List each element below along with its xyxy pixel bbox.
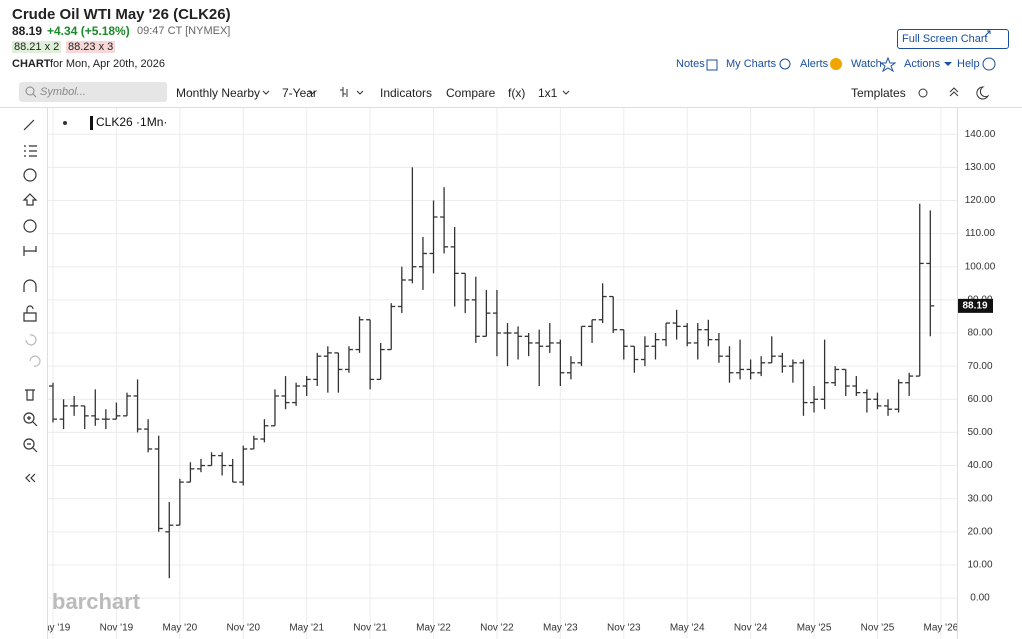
last-price-box	[958, 298, 993, 313]
y-tick-label: 100.00	[965, 261, 996, 272]
x-tick-label: Nov '20	[226, 623, 260, 634]
x-tick-label: May '22	[416, 623, 451, 634]
chart-date: for Mon, Apr 20th, 2026	[50, 58, 165, 70]
ask: 88.23 x 3	[66, 41, 116, 53]
layout-select[interactable]: 1x1	[538, 86, 558, 100]
x-tick-label: May '26	[924, 623, 959, 634]
y-tick-label: 110.00	[965, 228, 995, 239]
nav-my-charts[interactable]: My Charts	[726, 58, 777, 70]
nav-alerts[interactable]: Alerts	[800, 58, 829, 70]
visibility-icon	[63, 121, 67, 125]
y-tick-label: 40.00	[967, 460, 992, 471]
y-tick-label: 20.00	[967, 526, 992, 537]
y-tick-label: 80.00	[967, 328, 992, 339]
x-tick-label: May '25	[797, 623, 832, 634]
search-box[interactable]	[19, 82, 167, 102]
range-select[interactable]: 7-Year	[282, 86, 317, 100]
x-tick-label: Nov '25	[861, 623, 895, 634]
title: Crude Oil WTI May '26 (CLK26)	[12, 6, 231, 23]
nav-help[interactable]: Help	[957, 58, 980, 70]
drawing-tools	[22, 108, 48, 639]
legend-label: CLK26 ·1Mn·	[96, 115, 167, 129]
y-tick-label: 140.00	[965, 129, 996, 140]
full-screen-button[interactable]: Full Screen Chart	[897, 29, 1009, 49]
chart: May '19 Nov '19 May '20 Nov '20 May '21 Nov '…	[48, 108, 996, 639]
x-tick-label: May '23	[543, 623, 578, 634]
y-tick-label: 50.00	[967, 427, 992, 438]
time: 09:47 CT [NYMEX]	[137, 25, 231, 37]
compare-button[interactable]: Compare	[446, 86, 496, 100]
x-tick-label: May '24	[670, 623, 705, 634]
x-tick-label: Nov '22	[480, 623, 514, 634]
x-tick-label: Nov '19	[100, 623, 134, 634]
fx-button[interactable]: f(x)	[508, 86, 526, 100]
chart-label: CHART	[12, 58, 51, 70]
y-tick-label: 120.00	[965, 195, 996, 206]
price: 88.19	[12, 24, 43, 38]
indicators-button[interactable]: Indicators	[380, 86, 433, 100]
toolbar-icons	[0, 30, 1022, 108]
last-price-label: 88.19	[962, 301, 987, 312]
bid: 88.21 x 2	[12, 41, 62, 53]
period-select[interactable]: Monthly Nearby	[176, 86, 261, 100]
legend-marker	[90, 116, 93, 130]
search-placeholder: Symbol...	[40, 86, 86, 98]
y-tick-label: 10.00	[967, 560, 992, 571]
y-tick-label: 130.00	[965, 162, 996, 173]
y-tick-label: 60.00	[967, 394, 992, 405]
x-tick-label: Nov '21	[353, 623, 387, 634]
templates-button[interactable]: Templates	[851, 86, 906, 100]
nav-notes[interactable]: Notes	[676, 58, 705, 70]
watermark: barchart	[52, 589, 141, 614]
change: +4.34 (+5.18%)	[47, 24, 130, 38]
x-tick-label: May '21	[289, 623, 324, 634]
x-tick-label: May '20	[162, 623, 197, 634]
x-tick-label: May '19	[48, 623, 71, 634]
y-tick-label: 30.00	[967, 493, 992, 504]
y-tick-label: 70.00	[967, 361, 992, 372]
x-tick-label: Nov '24	[734, 623, 768, 634]
nav-watch[interactable]: Watch	[851, 58, 882, 70]
x-tick-label: Nov '23	[607, 623, 641, 634]
nav-actions[interactable]: Actions	[904, 58, 941, 70]
y-tick-label: 0.00	[970, 593, 990, 604]
